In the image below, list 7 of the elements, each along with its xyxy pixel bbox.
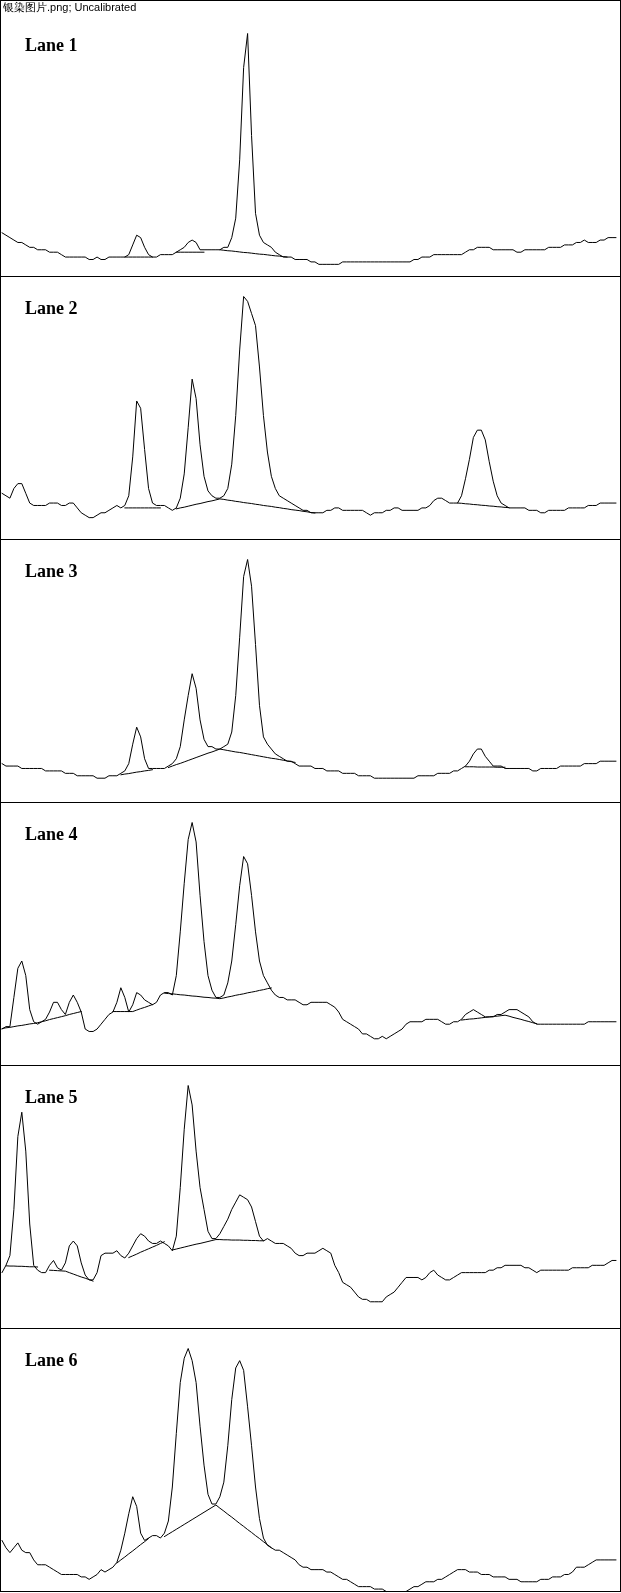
chart-title: Lane 2 (25, 298, 78, 318)
chart-title: Lane 1 (25, 35, 78, 55)
chart-title: Lane 5 (25, 1087, 78, 1107)
chart-title: Lane 3 (25, 561, 78, 581)
chart-title: Lane 6 (25, 1350, 78, 1370)
chart-title: Lane 4 (25, 824, 78, 844)
text: 银染图片.png; Uncalibrated (2, 0, 137, 13)
